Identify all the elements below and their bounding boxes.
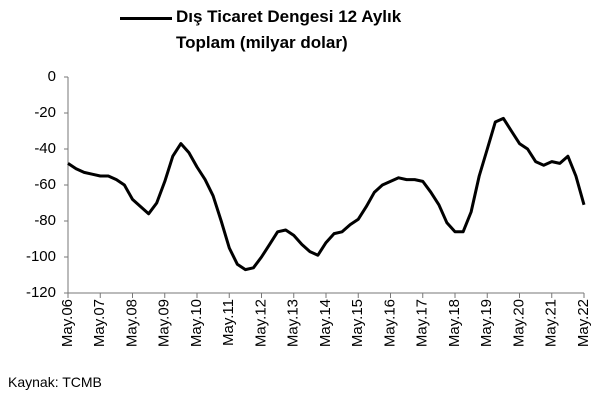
- legend-entry: Dış Ticaret Dengesi 12 Aylık Toplam (mil…: [176, 7, 402, 52]
- y-tick-label: -80: [34, 212, 56, 229]
- x-tick-label: May.17: [414, 299, 431, 347]
- x-tick-label: May.10: [188, 299, 205, 347]
- y-tick-label: -60: [34, 176, 56, 193]
- legend-line: [120, 17, 172, 20]
- x-tick-label: May.14: [317, 299, 334, 347]
- x-tick-label: May.06: [59, 299, 76, 347]
- x-tick-label: May.18: [446, 299, 463, 347]
- x-tick-label: May.07: [91, 299, 108, 347]
- x-tick-label: May.15: [349, 299, 366, 347]
- x-tick-label: May.08: [123, 299, 140, 347]
- y-tick-label: -20: [34, 104, 56, 121]
- x-tick-label: May.09: [156, 299, 173, 347]
- x-tick-label: May.20: [510, 299, 527, 347]
- x-tick-label: May.16: [381, 299, 398, 347]
- y-tick-label: 0: [48, 68, 56, 85]
- y-tick-label: -100: [26, 248, 56, 265]
- y-tick-label: -40: [34, 140, 56, 157]
- x-tick-label: May.13: [285, 299, 302, 347]
- x-tick-label: May.22: [575, 299, 592, 347]
- source-note: Kaynak: TCMB: [8, 374, 102, 390]
- y-tick-label: -120: [26, 284, 56, 301]
- series-line: [67, 116, 586, 272]
- x-tick-label: May.11: [220, 299, 237, 346]
- x-tick-label: May.21: [543, 299, 560, 347]
- x-tick-label: May.12: [252, 299, 269, 347]
- x-tick-label: May.19: [478, 299, 495, 347]
